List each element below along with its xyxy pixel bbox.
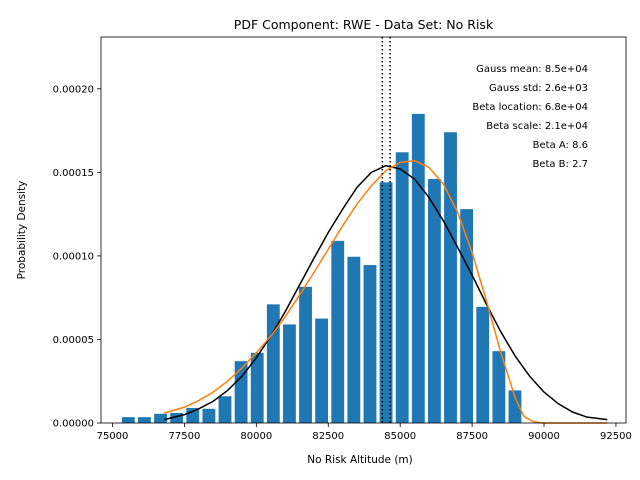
histogram-bar (411, 113, 425, 424)
histogram-bar (170, 412, 184, 423)
x-tick-label: 82500 (312, 431, 344, 442)
y-tick-label: 0.00005 (53, 335, 94, 346)
histogram-bar (283, 324, 296, 423)
histogram-bar (121, 417, 135, 423)
y-tick-label: 0.00000 (53, 419, 94, 430)
fit-parameter-label: Beta B: 2.7 (532, 159, 588, 170)
histogram-bar (427, 179, 441, 423)
histogram-bar (202, 408, 216, 423)
beta-fit-curve (164, 159, 608, 424)
histogram-bar (347, 256, 361, 423)
y-axis-label: Probability Density (16, 181, 28, 280)
histogram-bar (444, 132, 457, 423)
histogram-bar (299, 286, 312, 423)
histogram-bar (218, 396, 232, 423)
y-axis: 0.00000 0.00005 0.00010 0.00015 0.00020 (53, 84, 101, 430)
histogram-bar (138, 417, 151, 423)
histogram-bar (363, 265, 377, 423)
plot-area (121, 37, 608, 424)
histogram-bar (460, 209, 474, 423)
y-tick-label: 0.00010 (53, 251, 94, 262)
fit-parameter-label: Gauss std: 2.6e+03 (489, 83, 588, 94)
chart-title: PDF Component: RWE - Data Set: No Risk (234, 17, 494, 32)
x-tick-label: 77500 (169, 431, 201, 442)
x-tick-label: 85000 (384, 431, 416, 442)
x-axis: 75000 77500 80000 82500 85000 87500 90000 92500 (97, 423, 632, 442)
histogram-bar (234, 361, 248, 423)
x-tick-label: 90000 (528, 431, 560, 442)
fit-parameter-label: Beta scale: 2.1e+04 (486, 121, 588, 132)
histogram-bar (186, 407, 200, 423)
histogram-bar (154, 413, 167, 423)
fit-parameter-label: Gauss mean: 8.5e+04 (476, 64, 588, 75)
x-tick-label: 92500 (600, 431, 632, 442)
histogram-bar (508, 390, 522, 423)
histogram-bar (476, 306, 490, 423)
histogram-bar (492, 351, 506, 423)
y-tick-label: 0.00020 (53, 84, 94, 95)
x-tick-label: 87500 (456, 431, 488, 442)
histogram-bar (250, 352, 264, 423)
fit-parameters: Gauss mean: 8.5e+04 Gauss std: 2.6e+03 Bet… (472, 64, 588, 170)
x-tick-label: 75000 (97, 431, 129, 442)
fit-parameter-label: Beta location: 6.8e+04 (472, 102, 588, 113)
gauss-fit-curve (164, 164, 608, 421)
y-tick-label: 0.00015 (53, 168, 94, 179)
fit-parameter-label: Beta A: 8.6 (533, 140, 588, 151)
histogram-bar (395, 152, 409, 424)
axes-frame (100, 36, 627, 424)
x-axis-label: No Risk Altitude (m) (307, 454, 413, 466)
x-tick-label: 80000 (240, 431, 272, 442)
histogram-bar (331, 240, 345, 423)
histogram-bar (266, 304, 280, 423)
histogram-bar (379, 182, 393, 423)
histogram-bar (315, 318, 329, 423)
